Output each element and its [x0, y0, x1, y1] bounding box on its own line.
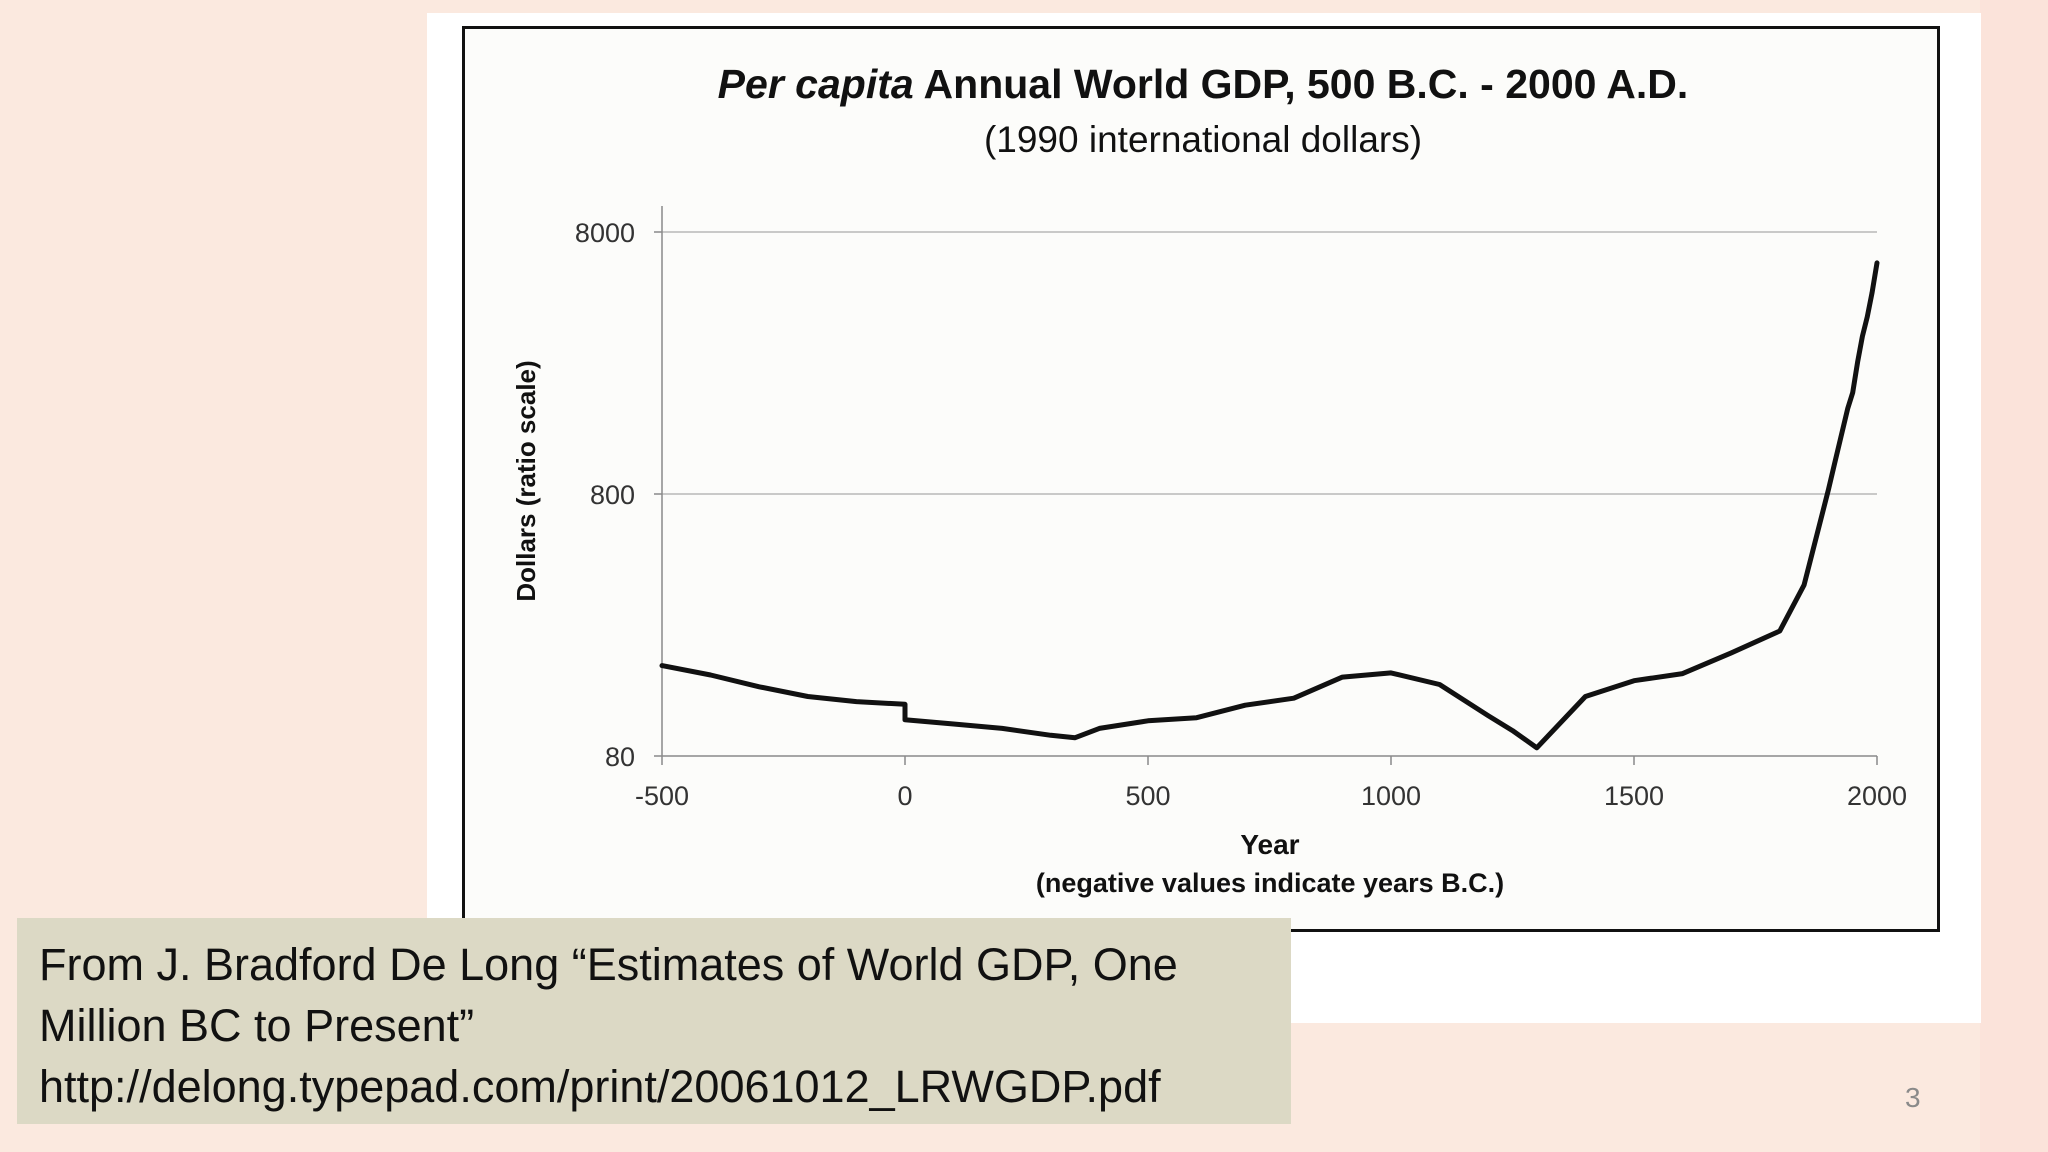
plot-area: 8000 800 80-500 0 500 1000 1500 2000: [575, 206, 1907, 811]
x-tick-label: 500: [1125, 781, 1170, 811]
x-axis-label: Year: [1240, 829, 1299, 860]
y-tick-label: 800: [590, 480, 635, 510]
chart-title-rest: Annual World GDP, 500 B.C. - 2000 A.D.: [914, 61, 1689, 107]
y-tick-label: 8000: [575, 218, 635, 248]
chart-title: Per capita Annual World GDP, 500 B.C. - …: [718, 61, 1689, 107]
x-tick-label: 2000: [1847, 781, 1907, 811]
source-citation-box: From J. Bradford De Long “Estimates of W…: [17, 918, 1291, 1124]
source-line-3: http://delong.typepad.com/print/20061012…: [39, 1061, 1161, 1112]
y-tick-label: 80: [605, 742, 635, 772]
page-number: 3: [1905, 1082, 1921, 1113]
x-axis-label-note: (negative values indicate years B.C.): [1036, 868, 1504, 898]
chart-frame: [462, 26, 1940, 932]
chart-subtitle: (1990 international dollars): [984, 119, 1422, 160]
series-line-0: [659, 260, 1880, 751]
x-tick-label: -500: [635, 781, 689, 811]
x-tick-label: 1000: [1361, 781, 1421, 811]
source-line-2: Million BC to Present”: [39, 1000, 475, 1051]
x-tick-label: 1500: [1604, 781, 1664, 811]
slide-background-accent: [1980, 0, 2048, 1152]
chart-title-italic: Per capita: [718, 61, 914, 107]
source-line-1: From J. Bradford De Long “Estimates of W…: [39, 939, 1178, 990]
y-axis-label: Dollars (ratio scale): [511, 360, 541, 601]
x-tick-label: 0: [897, 781, 912, 811]
